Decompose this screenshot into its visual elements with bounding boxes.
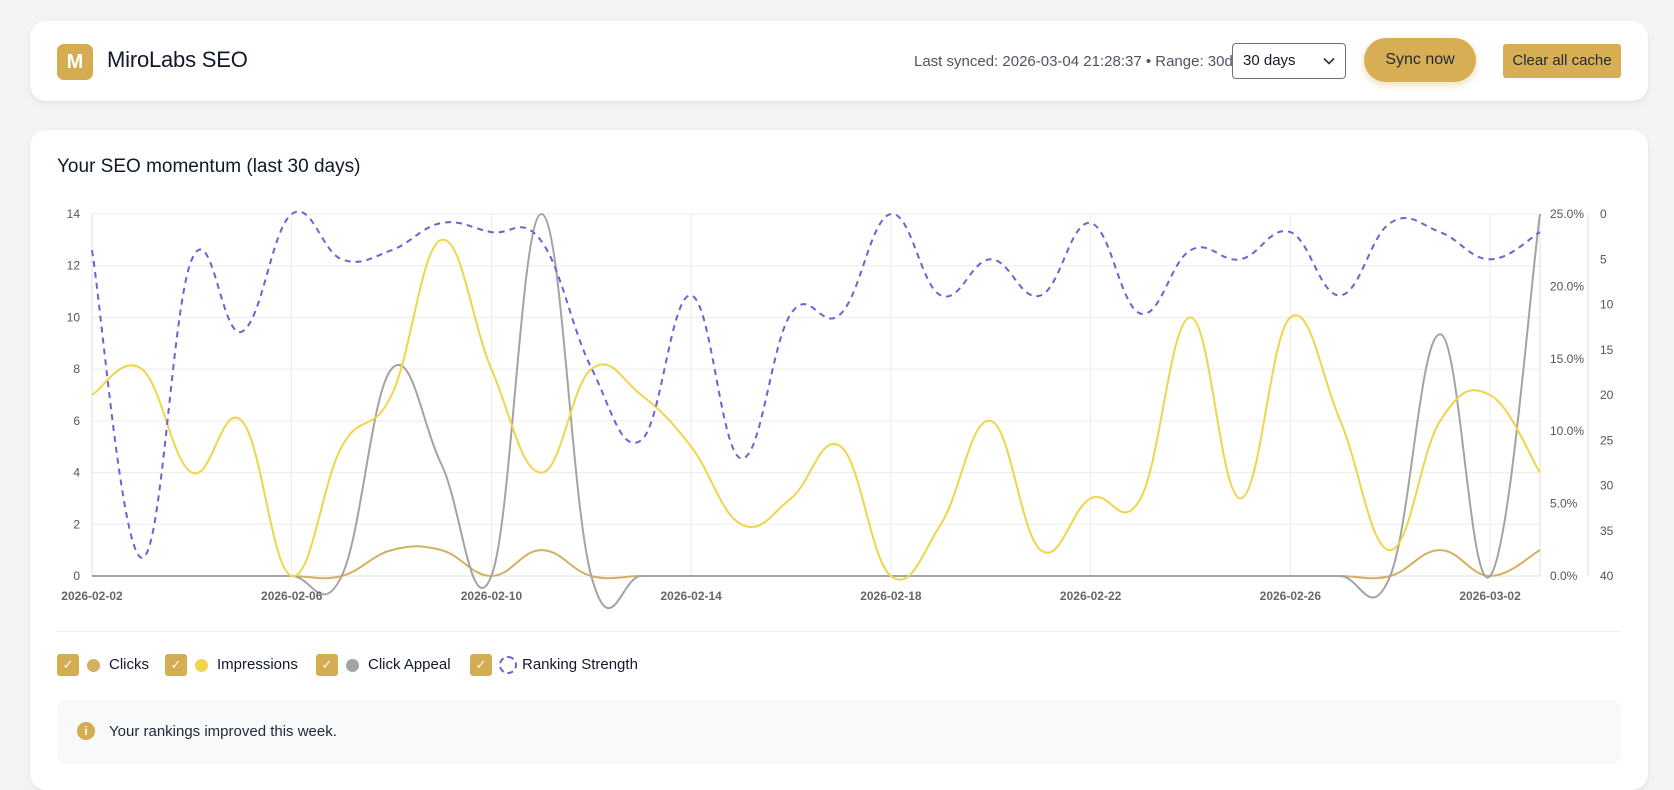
header-bar: M MiroLabs SEO Last synced: 2026-03-04 2… bbox=[30, 21, 1648, 101]
logo: M bbox=[57, 44, 93, 80]
y-right-percent-tick-label: 15.0% bbox=[1550, 352, 1584, 366]
chart-title: Your SEO momentum (last 30 days) bbox=[57, 156, 361, 177]
y-right-percent-tick-label: 10.0% bbox=[1550, 424, 1584, 438]
x-tick-label: 2026-02-02 bbox=[61, 589, 123, 603]
series-line-ranking-strength bbox=[91, 210, 1541, 559]
info-text: Your rankings improved this week. bbox=[109, 723, 337, 740]
range-select-value: 30 days bbox=[1243, 52, 1296, 69]
y-left-tick-label: 0 bbox=[73, 569, 80, 583]
legend-label: Clicks bbox=[109, 656, 149, 673]
y-right-percent-tick-label: 20.0% bbox=[1550, 279, 1584, 293]
legend-label: Impressions bbox=[217, 656, 298, 673]
legend-label: Ranking Strength bbox=[522, 656, 638, 673]
chart-card: Your SEO momentum (last 30 days) 0 2 4 6 8 10… bbox=[30, 130, 1648, 790]
y-right-rank-tick-label: 30 bbox=[1600, 479, 1614, 493]
chart-series bbox=[91, 210, 1541, 610]
divider bbox=[57, 631, 1621, 632]
info-icon: i bbox=[77, 722, 95, 740]
y-left-tick-label: 6 bbox=[73, 414, 80, 428]
sync-now-button[interactable]: Sync now bbox=[1364, 38, 1476, 82]
y-right-rank-tick-label: 35 bbox=[1600, 524, 1614, 538]
legend-label: Click Appeal bbox=[368, 656, 451, 673]
check-icon[interactable]: ✓ bbox=[165, 654, 187, 676]
y-left-tick-label: 4 bbox=[73, 466, 80, 480]
app-name: MiroLabs SEO bbox=[107, 47, 248, 72]
y-left-tick-label: 14 bbox=[67, 207, 81, 221]
x-tick-label: 2026-02-14 bbox=[660, 589, 722, 603]
clicks-swatch bbox=[87, 659, 100, 672]
x-tick-label: 2026-02-06 bbox=[261, 589, 323, 603]
y-right-rank-tick-label: 15 bbox=[1600, 343, 1614, 357]
y-right-rank-tick-label: 20 bbox=[1600, 388, 1614, 402]
y-right-percent-tick-label: 25.0% bbox=[1550, 207, 1584, 221]
y-right-rank-tick-label: 25 bbox=[1600, 433, 1614, 447]
ranking-strength-swatch bbox=[499, 656, 517, 674]
series-line-click-appeal bbox=[91, 213, 1541, 610]
clear-cache-button[interactable]: Clear all cache bbox=[1503, 44, 1621, 78]
y-right-rank-tick-label: 0 bbox=[1600, 207, 1607, 221]
x-tick-label: 2026-02-22 bbox=[1060, 589, 1122, 603]
seo-momentum-chart: 0 2 4 6 8 10 12 14 2026-02-02 2026-02-06 2026-02-1… bbox=[61, 207, 1614, 610]
y-left-tick-label: 2 bbox=[73, 517, 80, 531]
x-tick-label: 2026-02-26 bbox=[1260, 589, 1322, 603]
x-tick-label: 2026-02-10 bbox=[461, 589, 523, 603]
check-icon[interactable]: ✓ bbox=[57, 654, 79, 676]
x-tick-label: 2026-03-02 bbox=[1459, 589, 1521, 603]
range-select[interactable]: 30 days bbox=[1232, 43, 1346, 79]
y-right-rank-tick-label: 10 bbox=[1600, 298, 1614, 312]
y-right-rank-tick-label: 5 bbox=[1600, 252, 1607, 266]
chart-axes: 0 2 4 6 8 10 12 14 2026-02-02 2026-02-06 2026-02-1… bbox=[61, 207, 1613, 603]
click-appeal-swatch bbox=[346, 659, 359, 672]
series-line-impressions bbox=[91, 238, 1541, 581]
y-right-percent-tick-label: 5.0% bbox=[1550, 497, 1578, 511]
check-icon[interactable]: ✓ bbox=[316, 654, 338, 676]
info-banner: i Your rankings improved this week. bbox=[57, 700, 1621, 764]
y-left-tick-label: 10 bbox=[67, 310, 81, 324]
sync-info: Last synced: 2026-03-04 21:28:37 • Range… bbox=[914, 53, 1233, 70]
check-icon[interactable]: ✓ bbox=[470, 654, 492, 676]
impressions-swatch bbox=[195, 659, 208, 672]
y-right-rank-tick-label: 40 bbox=[1600, 569, 1614, 583]
y-left-tick-label: 8 bbox=[73, 362, 80, 376]
x-tick-label: 2026-02-18 bbox=[860, 589, 922, 603]
y-right-percent-tick-label: 0.0% bbox=[1550, 569, 1578, 583]
y-left-tick-label: 12 bbox=[67, 259, 81, 273]
chevron-down-icon bbox=[1323, 54, 1335, 71]
